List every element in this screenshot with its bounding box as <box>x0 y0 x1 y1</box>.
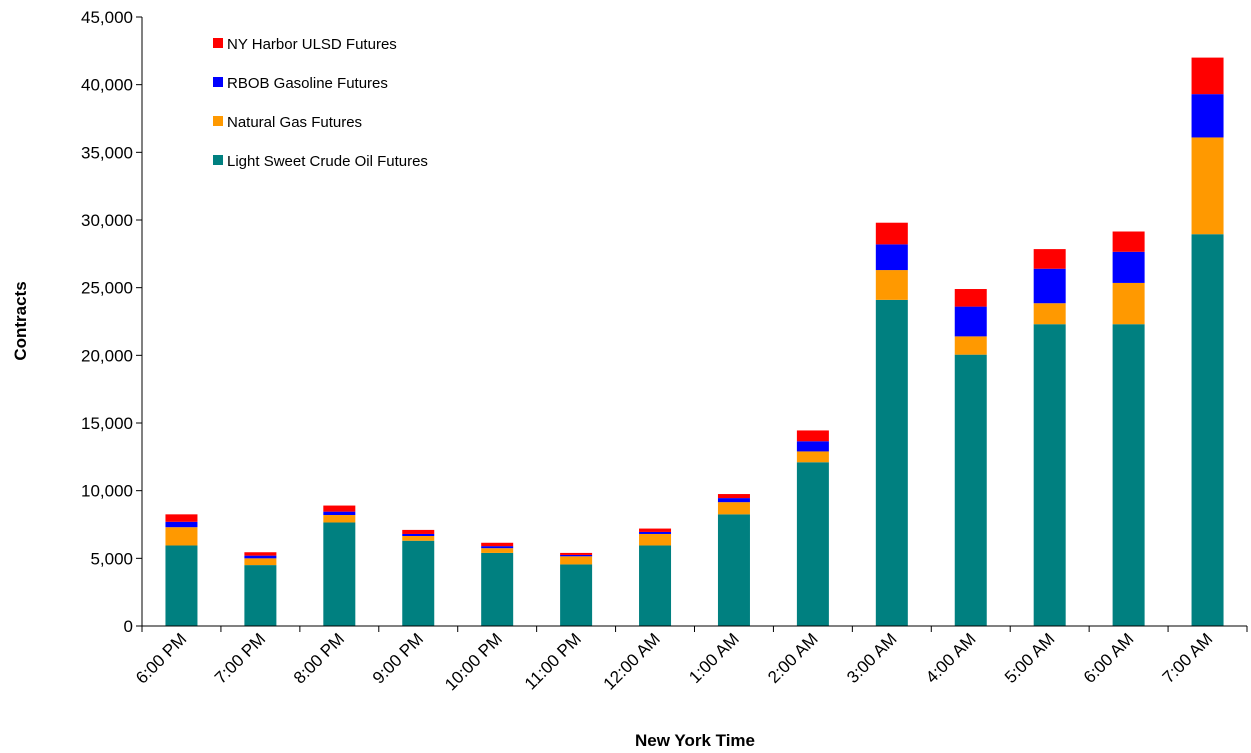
y-tick-label: 45,000 <box>81 8 133 27</box>
bar-segment-3-5 <box>560 552 593 555</box>
x-tick-label: 7:00 AM <box>1159 629 1217 687</box>
bar-segment-1-13 <box>1191 137 1224 235</box>
legend-swatch <box>213 155 223 165</box>
legend-label: NY Harbor ULSD Futures <box>227 36 397 53</box>
bar-segment-0-10 <box>954 354 987 626</box>
bar-segment-0-11 <box>1033 324 1066 626</box>
legend-swatch <box>213 116 223 126</box>
bar-segment-1-5 <box>560 556 593 565</box>
y-tick-label: 10,000 <box>81 482 133 501</box>
bar-segment-0-1 <box>244 565 277 626</box>
bar-segment-1-3 <box>402 536 435 541</box>
x-axis-title: New York Time <box>635 731 755 750</box>
bar-segment-3-9 <box>875 222 908 245</box>
y-tick-label: 30,000 <box>81 211 133 230</box>
bar-segment-2-3 <box>402 533 435 536</box>
bar-segment-0-7 <box>717 514 750 626</box>
legend-label: RBOB Gasoline Futures <box>227 75 388 92</box>
bar-segment-3-8 <box>796 430 829 442</box>
bar-segment-2-12 <box>1112 251 1145 283</box>
bar-segment-3-10 <box>954 289 987 307</box>
x-tick-label: 5:00 AM <box>1001 629 1059 687</box>
bar-segment-0-0 <box>165 545 198 626</box>
legend-swatch <box>213 38 223 48</box>
bar-segment-2-11 <box>1033 268 1066 304</box>
y-tick-label: 35,000 <box>81 143 133 162</box>
bar-segment-0-9 <box>875 299 908 626</box>
bar-segment-1-9 <box>875 270 908 300</box>
bar-segment-3-3 <box>402 529 435 534</box>
bar-segment-3-1 <box>244 552 277 556</box>
x-tick-label: 8:00 PM <box>290 629 348 687</box>
bar-segment-3-7 <box>717 494 750 499</box>
bar-segment-3-4 <box>481 542 514 547</box>
bar-segment-1-8 <box>796 451 829 463</box>
x-ticks-group: 6:00 PM 7:00 PM 8:00 PM 9:00 PM 10:00 PM 11:0… <box>132 626 1248 694</box>
bar-segment-3-2 <box>323 505 356 512</box>
legend-swatch <box>213 77 223 87</box>
axes-group <box>141 17 1247 627</box>
legend-label: Light Sweet Crude Oil Futures <box>227 153 428 170</box>
y-tick-label: 25,000 <box>81 279 133 298</box>
y-tick-label: 0 <box>124 617 133 636</box>
x-tick-label: 6:00 PM <box>132 629 190 687</box>
bar-segment-2-7 <box>717 498 750 503</box>
bar-segment-2-10 <box>954 306 987 337</box>
bar-segment-2-4 <box>481 546 514 549</box>
bar-segment-2-5 <box>560 554 593 557</box>
x-tick-label: 10:00 PM <box>441 629 506 694</box>
x-tick-label: 1:00 AM <box>685 629 743 687</box>
bar-segment-2-6 <box>639 531 672 534</box>
bars-group <box>165 57 1224 626</box>
x-tick-label: 12:00 AM <box>600 629 664 693</box>
y-tick-label: 5,000 <box>90 549 133 568</box>
bar-segment-1-4 <box>481 548 514 553</box>
y-tick-label: 40,000 <box>81 76 133 95</box>
bar-segment-1-7 <box>717 502 750 515</box>
x-tick-label: 2:00 AM <box>764 629 822 687</box>
y-ticks-group: 0 5,000 10,000 15,000 20,000 25,000 30,000 35,0… <box>81 8 142 636</box>
bar-segment-1-2 <box>323 515 356 523</box>
x-tick-label: 9:00 PM <box>369 629 427 687</box>
bar-segment-1-1 <box>244 558 277 566</box>
bar-segment-2-2 <box>323 511 356 516</box>
bar-segment-3-11 <box>1033 249 1066 269</box>
bar-segment-3-12 <box>1112 231 1145 252</box>
y-axis-title: Contracts <box>11 281 30 360</box>
bar-segment-0-12 <box>1112 324 1145 626</box>
bar-segment-2-9 <box>875 244 908 271</box>
y-tick-label: 15,000 <box>81 414 133 433</box>
bar-segment-0-8 <box>796 462 829 626</box>
legend-label: Natural Gas Futures <box>227 114 362 131</box>
bar-segment-0-3 <box>402 540 435 626</box>
bar-segment-0-13 <box>1191 234 1224 626</box>
bar-segment-3-6 <box>639 528 672 532</box>
bar-segment-1-6 <box>639 533 672 546</box>
bar-segment-0-4 <box>481 552 514 626</box>
x-tick-label: 11:00 PM <box>521 629 585 693</box>
bar-segment-2-8 <box>796 441 829 452</box>
bar-segment-1-12 <box>1112 282 1145 325</box>
bar-segment-2-13 <box>1191 94 1224 138</box>
x-tick-label: 4:00 AM <box>922 629 980 687</box>
bar-segment-2-1 <box>244 555 277 559</box>
y-tick-label: 20,000 <box>81 346 133 365</box>
bar-segment-0-5 <box>560 564 593 626</box>
bar-segment-2-0 <box>165 521 198 528</box>
x-tick-label: 3:00 AM <box>843 629 901 687</box>
bar-segment-3-13 <box>1191 57 1224 95</box>
bar-segment-0-6 <box>639 545 672 626</box>
x-tick-label: 6:00 AM <box>1080 629 1138 687</box>
bar-segment-1-11 <box>1033 303 1066 325</box>
bar-segment-1-0 <box>165 527 198 546</box>
x-tick-label: 7:00 PM <box>211 629 269 687</box>
bar-segment-1-10 <box>954 336 987 355</box>
legend: NY Harbor ULSD Futures RBOB Gasoline Futu… <box>213 36 428 170</box>
bar-segment-3-0 <box>165 514 198 522</box>
bar-segment-0-2 <box>323 522 356 626</box>
